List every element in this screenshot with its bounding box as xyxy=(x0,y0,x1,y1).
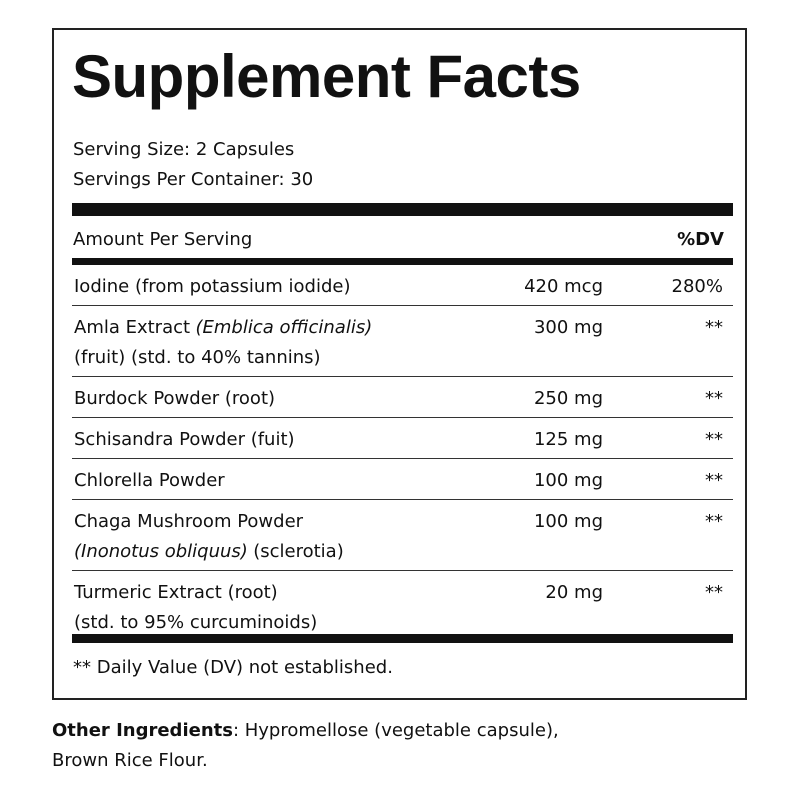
ingredient-name: Burdock Powder (root) xyxy=(72,384,403,414)
name-line: Iodine (from potassium iodide) xyxy=(74,272,403,302)
amount: 100 mg xyxy=(533,470,603,491)
name-segment: (Inonotus obliquus) xyxy=(74,541,248,562)
dv-header: %DV xyxy=(677,229,724,250)
daily-value: ** xyxy=(705,511,723,532)
rule xyxy=(72,258,733,265)
daily-value: ** xyxy=(705,470,723,491)
ingredient-rows: Iodine (from potassium iodide) 420 mcg 280… xyxy=(72,265,733,641)
ingredient-name: Amla Extract (Emblica officinalis) (fruit)… xyxy=(72,313,403,373)
amount: 125 mg xyxy=(533,429,603,450)
name-segment: (std. to 95% curcuminoids) xyxy=(74,612,318,633)
other-ingredients: Other Ingredients: Hypromellose (vegetab… xyxy=(52,716,592,776)
name-segment: Chaga Mushroom Powder xyxy=(74,511,304,532)
name-segment: (Emblica officinalis) xyxy=(195,317,373,338)
name-line: (std. to 95% curcuminoids) xyxy=(74,608,403,638)
name-segment: (sclerotia) xyxy=(253,541,344,562)
name-line: Schisandra Powder (fuit) xyxy=(74,425,403,455)
thick-rule xyxy=(72,203,733,216)
ingredient-row: Chaga Mushroom Powder (Inonotus obliquus)… xyxy=(72,500,733,571)
name-line: Chlorella Powder xyxy=(74,466,403,496)
name-line: Chaga Mushroom Powder xyxy=(74,507,403,537)
amount: 100 mg xyxy=(533,511,603,532)
serving-size: Serving Size: 2 Capsules xyxy=(73,139,295,160)
ingredient-name: Schisandra Powder (fuit) xyxy=(72,425,403,455)
name-segment: (fruit) (std. to 40% tannins) xyxy=(74,347,321,368)
name-line: (Inonotus obliquus) (sclerotia) xyxy=(74,537,403,567)
daily-value: ** xyxy=(705,317,723,338)
other-ingredients-text: : Hypromellose (vegetable capsule), Brow… xyxy=(52,720,559,771)
amount: 420 mcg xyxy=(524,276,603,297)
ingredient-row: Burdock Powder (root) 250 mg ** xyxy=(72,377,733,418)
name-segment: Turmeric Extract (root) xyxy=(74,582,278,603)
ingredient-row: Iodine (from potassium iodide) 420 mcg 280… xyxy=(72,265,733,306)
name-line: Turmeric Extract (root) xyxy=(74,578,403,608)
ingredient-name: Iodine (from potassium iodide) xyxy=(72,272,403,302)
other-ingredients-label: Other Ingredients xyxy=(52,720,233,741)
ingredient-name: Chlorella Powder xyxy=(72,466,403,496)
name-segment: Iodine (from potassium iodide) xyxy=(74,276,351,297)
ingredient-row: Chlorella Powder 100 mg ** xyxy=(72,459,733,500)
daily-value: ** xyxy=(705,388,723,409)
ingredient-row: Amla Extract (Emblica officinalis) (fruit)… xyxy=(72,306,733,377)
amount: 300 mg xyxy=(533,317,603,338)
name-line: Burdock Powder (root) xyxy=(74,384,403,414)
column-header: Amount Per Serving %DV xyxy=(73,228,724,252)
name-segment: Schisandra Powder (fuit) xyxy=(74,429,295,450)
ingredient-row: Turmeric Extract (root) (std. to 95% curc… xyxy=(72,571,733,641)
daily-value: 280% xyxy=(671,276,723,297)
name-segment: Chlorella Powder xyxy=(74,470,225,491)
amount-header: Amount Per Serving xyxy=(73,229,253,250)
name-line: (fruit) (std. to 40% tannins) xyxy=(74,343,403,373)
ingredient-name: Turmeric Extract (root) (std. to 95% curc… xyxy=(72,578,403,638)
servings-per-container: Servings Per Container: 30 xyxy=(73,169,314,190)
amount: 20 mg xyxy=(545,582,603,603)
rule xyxy=(72,634,733,643)
name-line: Amla Extract (Emblica officinalis) xyxy=(74,313,403,343)
footnote: ** Daily Value (DV) not established. xyxy=(73,657,393,678)
amount: 250 mg xyxy=(533,388,603,409)
title: Supplement Facts xyxy=(72,43,581,110)
daily-value: ** xyxy=(705,429,723,450)
daily-value: ** xyxy=(705,582,723,603)
ingredient-row: Schisandra Powder (fuit) 125 mg ** xyxy=(72,418,733,459)
name-segment: Burdock Powder (root) xyxy=(74,388,276,409)
ingredient-name: Chaga Mushroom Powder (Inonotus obliquus)… xyxy=(72,507,403,567)
name-segment: Amla Extract xyxy=(74,317,191,338)
facts-panel xyxy=(52,28,747,700)
